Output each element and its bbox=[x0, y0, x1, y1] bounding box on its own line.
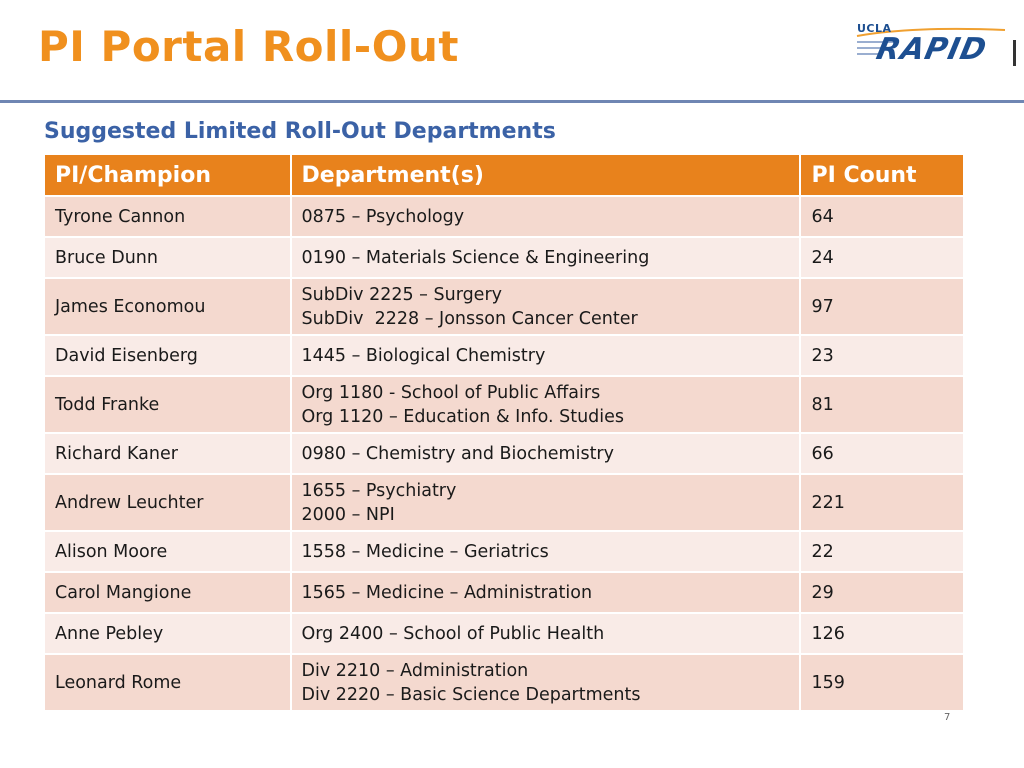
departments-cell: 0875 – Psychology bbox=[289, 195, 802, 238]
slide-subtitle: Suggested Limited Roll-Out Departments bbox=[44, 119, 556, 144]
table-row: Todd Franke Org 1180 - School of Public A… bbox=[43, 375, 965, 434]
department-line: 0980 – Chemistry and Biochemistry bbox=[301, 443, 614, 464]
pi-name-cell: Andrew Leuchter bbox=[43, 473, 292, 532]
pi-name-cell: Todd Franke bbox=[43, 375, 292, 434]
departments-cell: Div 2210 – Administration Div 2220 – Basi… bbox=[289, 653, 802, 712]
department-line: 0190 – Materials Science & Engineering bbox=[301, 247, 650, 268]
pi-count-cell: 126 bbox=[799, 612, 965, 655]
table-row: Carol Mangione 1565 – Medicine – Administ… bbox=[43, 571, 965, 614]
pi-count-cell: 66 bbox=[799, 432, 965, 475]
department-line: Org 1180 - School of Public Affairs bbox=[301, 382, 601, 403]
pi-name-cell: James Economou bbox=[43, 277, 292, 336]
pi-count-cell: 24 bbox=[799, 236, 965, 279]
departments-cell: 1445 – Biological Chemistry bbox=[289, 334, 802, 377]
logo-divider bbox=[1013, 40, 1016, 66]
pi-name-cell: Bruce Dunn bbox=[43, 236, 292, 279]
pi-count-cell: 81 bbox=[799, 375, 965, 434]
pi-count-cell: 159 bbox=[799, 653, 965, 712]
department-line: 2000 – NPI bbox=[301, 504, 395, 525]
slide-title: PI Portal Roll-Out bbox=[38, 22, 459, 71]
department-line: Org 2400 – School of Public Health bbox=[301, 623, 605, 644]
department-line: SubDiv 2228 – Jonsson Cancer Center bbox=[301, 308, 638, 329]
departments-cell: 0190 – Materials Science & Engineering bbox=[289, 236, 802, 279]
table-row: David Eisenberg 1445 – Biological Chemist… bbox=[43, 334, 965, 377]
logo-ucla-text: UCLA bbox=[857, 22, 892, 35]
ucla-rapid-logo: UCLA RAPID bbox=[855, 22, 1015, 70]
departments-cell: Org 1180 - School of Public Affairs Org 1… bbox=[289, 375, 802, 434]
pi-name-cell: Alison Moore bbox=[43, 530, 292, 573]
department-line: 0875 – Psychology bbox=[301, 206, 465, 227]
pi-name-cell: Tyrone Cannon bbox=[43, 195, 292, 238]
pi-count-cell: 23 bbox=[799, 334, 965, 377]
departments-cell: 0980 – Chemistry and Biochemistry bbox=[289, 432, 802, 475]
table-row: Richard Kaner 0980 – Chemistry and Bioche… bbox=[43, 432, 965, 475]
table-row: Tyrone Cannon 0875 – Psychology 64 bbox=[43, 195, 965, 238]
department-line: 1445 – Biological Chemistry bbox=[301, 345, 546, 366]
pi-count-cell: 29 bbox=[799, 571, 965, 614]
table-row: Anne Pebley Org 2400 – School of Public H… bbox=[43, 612, 965, 655]
department-line: SubDiv 2225 – Surgery bbox=[301, 284, 503, 305]
table-row: James Economou SubDiv 2225 – Surgery SubDi… bbox=[43, 277, 965, 336]
pi-name-cell: Carol Mangione bbox=[43, 571, 292, 614]
table-row: Bruce Dunn 0190 – Materials Science & Eng… bbox=[43, 236, 965, 279]
departments-cell: 1565 – Medicine – Administration bbox=[289, 571, 802, 614]
pi-count-cell: 22 bbox=[799, 530, 965, 573]
table-header-row: PI/Champion Department(s) PI Count bbox=[43, 153, 965, 197]
pi-count-cell: 64 bbox=[799, 195, 965, 238]
pi-name-cell: Leonard Rome bbox=[43, 653, 292, 712]
department-line: Div 2210 – Administration bbox=[301, 660, 529, 681]
departments-cell: SubDiv 2225 – Surgery SubDiv 2228 – Jonss… bbox=[289, 277, 802, 336]
table-body: Tyrone Cannon 0875 – Psychology 64 Bruce Du… bbox=[43, 195, 965, 712]
header-rule bbox=[0, 100, 1024, 103]
header-pi-champion: PI/Champion bbox=[43, 153, 292, 197]
pi-count-cell: 221 bbox=[799, 473, 965, 532]
header-departments: Department(s) bbox=[289, 153, 802, 197]
table-row: Leonard Rome Div 2210 – Administration Div… bbox=[43, 653, 965, 712]
department-line: 1655 – Psychiatry bbox=[301, 480, 457, 501]
pi-name-cell: Richard Kaner bbox=[43, 432, 292, 475]
rollout-table: PI/Champion Department(s) PI Count Tyron… bbox=[43, 153, 965, 712]
pi-name-cell: Anne Pebley bbox=[43, 612, 292, 655]
table-row: Andrew Leuchter 1655 – Psychiatry 2000 – N… bbox=[43, 473, 965, 532]
pi-name-cell: David Eisenberg bbox=[43, 334, 292, 377]
departments-cell: 1655 – Psychiatry 2000 – NPI bbox=[289, 473, 802, 532]
department-line: 1565 – Medicine – Administration bbox=[301, 582, 593, 603]
table-row: Alison Moore 1558 – Medicine – Geriatrics… bbox=[43, 530, 965, 573]
page-number: 7 bbox=[944, 712, 951, 723]
logo-rapid-text: RAPID bbox=[873, 32, 991, 67]
header-pi-count: PI Count bbox=[799, 153, 965, 197]
department-line: Org 1120 – Education & Info. Studies bbox=[301, 406, 625, 427]
pi-count-cell: 97 bbox=[799, 277, 965, 336]
department-line: 1558 – Medicine – Geriatrics bbox=[301, 541, 549, 562]
department-line: Div 2220 – Basic Science Departments bbox=[301, 684, 641, 705]
logo-swoosh-icon bbox=[856, 27, 1006, 55]
departments-cell: 1558 – Medicine – Geriatrics bbox=[289, 530, 802, 573]
departments-cell: Org 2400 – School of Public Health bbox=[289, 612, 802, 655]
